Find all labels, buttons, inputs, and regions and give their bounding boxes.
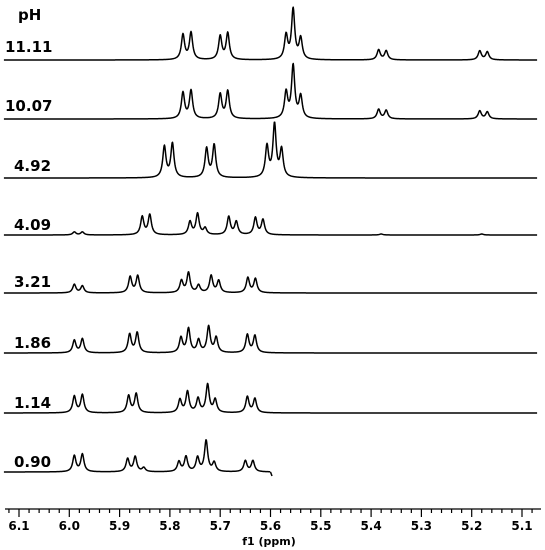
spectrum-trace-ph-4-09 — [3, 211, 538, 236]
x-tick-label: 5.4 — [360, 519, 381, 533]
spectrum-trace-ph-11-11 — [3, 6, 538, 61]
x-tick-label: 5.7 — [210, 519, 231, 533]
x-tick-label: 5.6 — [260, 519, 281, 533]
spectrum-trace-ph-1-14 — [3, 382, 538, 414]
spectrum-trace-ph-1-86 — [3, 324, 538, 354]
x-tick-label: 5.9 — [109, 519, 130, 533]
trace-label-ph: 3.21 — [14, 273, 51, 291]
trace-label-ph: 1.14 — [14, 394, 51, 412]
x-tick-label: 5.5 — [310, 519, 331, 533]
spectrum-trace-ph-10-07 — [3, 62, 538, 120]
trace-label-ph: 4.09 — [14, 216, 51, 234]
ph-header: pH — [18, 6, 41, 24]
x-tick-label: 5.2 — [461, 519, 482, 533]
spectrum-trace-end-tick — [269, 471, 273, 477]
spectrum-trace-ph-3-21 — [3, 270, 538, 294]
spectrum-trace-ph-4-92 — [3, 121, 538, 179]
x-axis-title: f1 (ppm) — [242, 535, 296, 548]
spectrum-trace-ph-0-90 — [3, 439, 271, 473]
trace-label-ph: 10.07 — [5, 97, 52, 115]
x-axis-ticks: 6.1 6.0 5.9 5.8 5.7 5.6 5.5 5.4 5.3 5.2 5.1 — [8, 509, 533, 533]
trace-label-ph: 11.11 — [5, 38, 52, 56]
spectra-traces — [3, 6, 538, 477]
trace-label-ph: 4.92 — [14, 157, 51, 175]
x-tick-label: 5.1 — [511, 519, 532, 533]
trace-labels: 11.11 10.07 4.92 4.09 3.21 1.86 1.14 0.90 — [5, 38, 52, 471]
trace-label-ph: 1.86 — [14, 334, 51, 352]
trace-label-ph: 0.90 — [14, 453, 51, 471]
x-tick-label: 5.3 — [411, 519, 432, 533]
x-tick-label: 6.0 — [59, 519, 80, 533]
x-tick-label: 6.1 — [8, 519, 29, 533]
x-tick-label: 5.8 — [159, 519, 180, 533]
